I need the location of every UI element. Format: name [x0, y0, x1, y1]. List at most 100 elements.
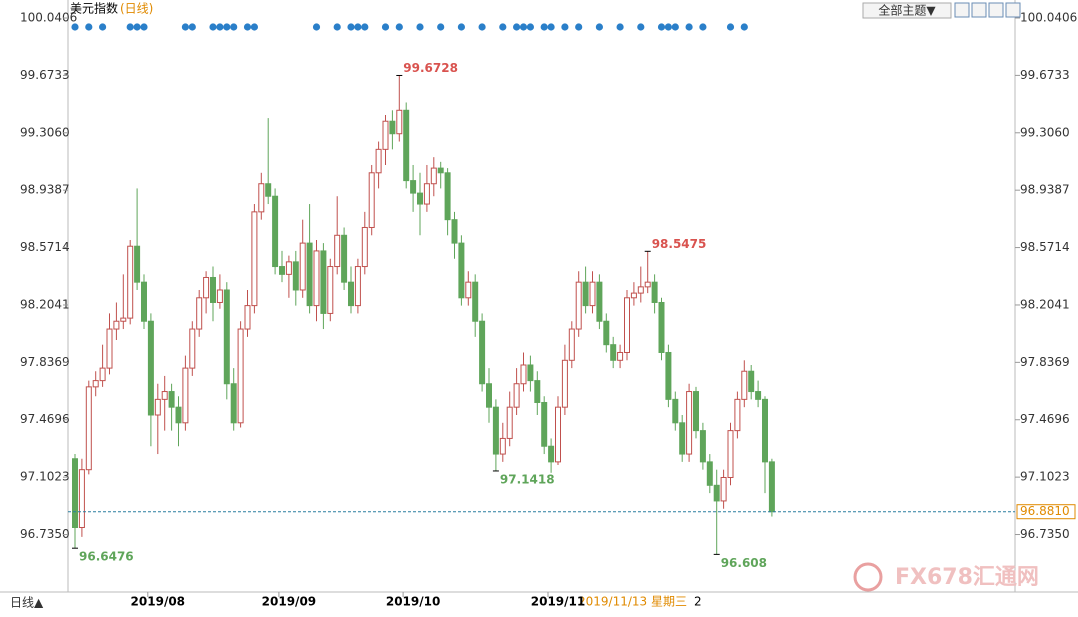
candle-body: [568, 328, 575, 361]
candle-body: [603, 320, 610, 346]
event-dot: [223, 23, 231, 31]
event-dot: [685, 23, 693, 31]
prev-button[interactable]: [971, 2, 987, 18]
candle-body: [320, 250, 327, 314]
candle-body: [727, 430, 734, 478]
y2-tick-label: 99.6733: [1020, 68, 1070, 82]
y2-tick-label: 97.8369: [1020, 355, 1070, 369]
toolbar: [954, 2, 1021, 18]
period-button[interactable]: 日线▲: [10, 596, 44, 610]
y2-tick-label: 99.3060: [1020, 125, 1070, 139]
candle-body: [534, 380, 541, 403]
event-dot: [71, 23, 79, 31]
candle-body: [223, 289, 230, 385]
event-dot: [595, 23, 604, 31]
candle-body: [120, 317, 127, 322]
y2-tick-label: 97.1023: [1020, 470, 1070, 484]
candle-body: [617, 351, 624, 361]
candle-body: [741, 370, 748, 400]
y2-tick-label: 97.4696: [1020, 412, 1070, 426]
event-dot: [740, 23, 748, 31]
y-tick-label: 97.1023: [20, 470, 70, 484]
event-dot: [657, 23, 666, 31]
y2-tick-label: 98.2041: [1020, 297, 1070, 311]
event-dot: [133, 23, 141, 31]
candle-body: [230, 383, 237, 424]
extreme-label: 99.6728: [403, 61, 458, 75]
candle-body: [430, 167, 437, 185]
candle-body: [168, 391, 175, 408]
candle-body: [196, 297, 203, 330]
event-dot: [664, 23, 673, 31]
event-dot: [616, 23, 624, 31]
candle-body: [734, 398, 741, 432]
candle-body: [582, 281, 589, 307]
candle-body: [755, 391, 762, 400]
candle-body: [486, 383, 492, 408]
event-dot: [126, 23, 134, 31]
candle-body: [451, 219, 458, 244]
event-dot: [381, 23, 390, 31]
y2-tick-label: 98.9387: [1020, 183, 1070, 197]
candle-body: [651, 281, 658, 303]
event-dot: [347, 23, 355, 31]
y-tick-label: 97.8369: [20, 355, 70, 369]
y-tick-label: 99.6733: [20, 68, 70, 82]
event-dot: [540, 23, 548, 31]
candle-body: [203, 276, 210, 299]
candle-body: [713, 484, 720, 502]
y-tick-label: 98.5714: [20, 240, 70, 254]
candle-body: [699, 430, 706, 463]
candle-body: [99, 367, 106, 382]
candle-body: [437, 167, 444, 174]
candle-body: [382, 120, 389, 150]
candle-body: [279, 266, 285, 275]
chart-title: 美元指数: [70, 1, 118, 16]
next-button[interactable]: [988, 2, 1004, 18]
candle-body: [706, 461, 713, 486]
candle-body: [154, 398, 161, 416]
candle-body: [341, 234, 348, 283]
watermark: FX678汇通网: [895, 565, 1039, 590]
candle-body: [665, 351, 672, 400]
cursor-date: 2019/11/13 星期三: [578, 595, 687, 609]
candle-body: [368, 172, 375, 228]
chart-subtitle: (日线): [120, 2, 153, 16]
candle-body: [210, 276, 216, 303]
theme-button-label[interactable]: 全部主题▼: [878, 3, 936, 18]
candle-body: [748, 370, 755, 393]
candle-body: [127, 245, 134, 319]
candle-body: [672, 398, 679, 424]
extreme-label: 97.1418: [500, 472, 555, 486]
candle-body: [237, 328, 244, 424]
candle-body: [147, 320, 154, 416]
event-dot: [361, 23, 369, 31]
event-dot: [561, 23, 569, 31]
candle-body: [555, 406, 561, 463]
candle-body: [175, 406, 182, 424]
y2-tick-label: 100.0406: [1020, 11, 1077, 25]
candle-body: [403, 109, 410, 182]
y-tick-label: 100.0406: [20, 11, 77, 25]
zoom-button[interactable]: [954, 2, 970, 18]
y2-tick-label: 96.7350: [1020, 527, 1070, 541]
candle-body: [637, 286, 644, 294]
candle-body: [686, 391, 693, 455]
candle-body: [396, 109, 403, 135]
candle-body: [527, 364, 534, 382]
event-dot: [354, 23, 362, 31]
candle-body: [548, 445, 555, 463]
candle-body: [348, 281, 354, 307]
event-dot: [230, 23, 238, 31]
x-tick-label: 2019/11: [531, 595, 585, 609]
candle-body: [306, 242, 313, 307]
candle-body: [720, 476, 727, 502]
event-dot: [99, 23, 107, 31]
reset-button[interactable]: [1005, 2, 1021, 18]
watermark-logo: [853, 562, 883, 592]
event-dot: [216, 23, 224, 31]
event-dot: [416, 23, 424, 31]
theme-button[interactable]: [862, 2, 952, 19]
event-dot: [519, 23, 528, 31]
event-dot: [575, 23, 583, 31]
